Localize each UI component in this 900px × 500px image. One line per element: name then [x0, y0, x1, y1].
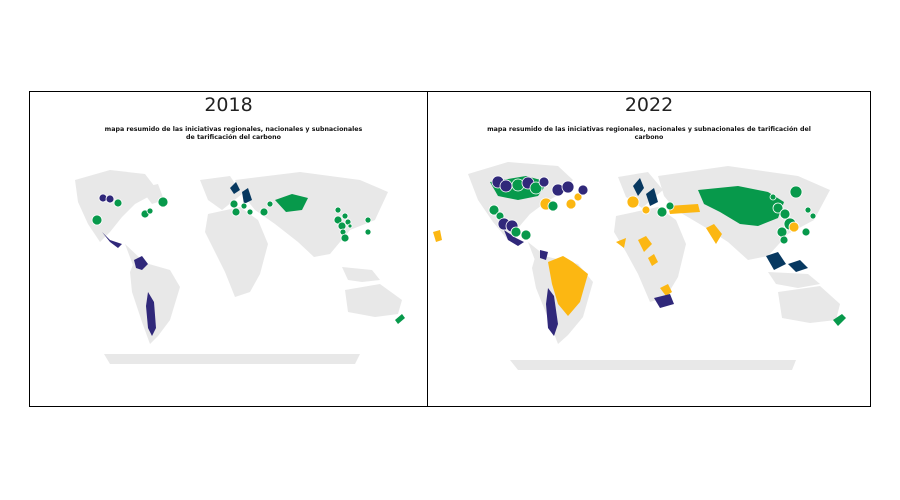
subnational-marker — [259, 207, 269, 217]
subnational-marker — [789, 185, 803, 199]
ets-regions — [275, 194, 405, 324]
subnational-markers — [91, 193, 372, 243]
subnational-marker — [231, 207, 241, 217]
subnational-marker — [229, 199, 239, 209]
subnational-marker — [804, 206, 812, 214]
subnational-marker — [779, 208, 791, 220]
subnational-marker — [91, 214, 103, 226]
subnational-marker — [333, 215, 343, 225]
subnational-marker — [809, 212, 817, 220]
panel-year-2022: 2022 — [624, 94, 674, 116]
consideration-regions — [433, 204, 722, 316]
subnational-marker — [266, 200, 274, 208]
subnational-marker — [488, 204, 500, 216]
subnational-marker — [341, 212, 349, 220]
subnational-marker — [157, 196, 169, 208]
panel-subtitle-2022: mapa resumido de las iniciativas regiona… — [487, 126, 811, 141]
subnational-marker — [105, 194, 115, 204]
mixed-regions — [633, 178, 808, 272]
subnational-marker — [561, 180, 575, 194]
map-panel-2018: 2018 mapa resumido de las iniciativas re… — [29, 91, 428, 407]
subnational-marker — [626, 195, 640, 209]
mixed-regions — [230, 182, 252, 204]
subnational-marker — [776, 226, 788, 238]
subnational-marker — [772, 202, 784, 214]
subnational-marker — [364, 228, 372, 236]
subnational-marker — [801, 227, 811, 237]
subnational-marker — [577, 184, 589, 196]
subnational-marker — [788, 221, 800, 233]
subnational-marker — [538, 176, 550, 188]
subnational-marker — [769, 193, 777, 201]
subnational-marker — [573, 192, 583, 202]
panel-year-2018: 2018 — [204, 94, 253, 116]
carbon-tax-regions — [102, 232, 156, 336]
subnational-marker — [240, 202, 248, 210]
carbon-tax-regions — [504, 230, 674, 336]
subnational-marker — [565, 198, 577, 210]
subnational-marker — [340, 233, 350, 243]
subnational-marker — [510, 226, 522, 238]
world-map-2022 — [433, 162, 846, 370]
subnational-marker — [656, 206, 668, 218]
land-base — [75, 170, 402, 364]
subnational-marker — [665, 201, 675, 211]
panel-subtitle-2018: mapa resumido de las iniciativas regiona… — [104, 126, 363, 141]
subnational-marker — [364, 216, 372, 224]
subnational-marker — [113, 198, 123, 208]
world-map-2018 — [75, 170, 405, 364]
subnational-marker — [529, 181, 543, 195]
subnational-marker — [146, 207, 154, 215]
subnational-marker — [520, 229, 532, 241]
subnational-marker — [246, 208, 254, 216]
subnational-marker — [334, 206, 342, 214]
subnational-marker — [547, 200, 559, 212]
subnational-marker — [779, 235, 789, 245]
subnational-marker — [641, 205, 651, 215]
map-panel-2022: 2022 mapa resumido de las iniciativas re… — [427, 91, 871, 407]
subnational-marker — [499, 179, 513, 193]
subnational-markers — [488, 175, 817, 245]
subnational-marker — [347, 223, 353, 229]
